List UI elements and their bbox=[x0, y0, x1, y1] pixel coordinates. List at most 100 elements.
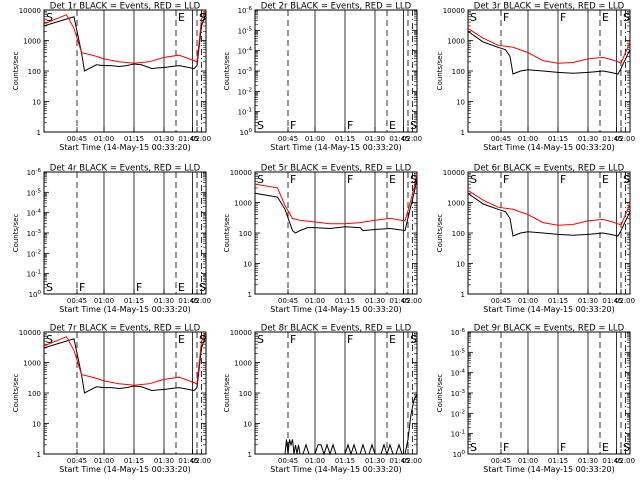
detector-panel-5: Det 5r BLACK = Events, RED = LLD 1 10 100 10… bbox=[223, 164, 422, 315]
x-tick-label: 00:45 bbox=[491, 457, 511, 465]
segment-marker-s: S bbox=[46, 333, 53, 346]
y-tick-label: 1 bbox=[461, 129, 465, 137]
lld-series-line bbox=[467, 27, 631, 64]
segment-marker-s: S bbox=[257, 173, 264, 186]
y-tick-label: 10-2 bbox=[27, 249, 41, 258]
segment-marker-e: E bbox=[602, 173, 609, 186]
y-axis-label: Counts/sec bbox=[12, 52, 20, 91]
segment-marker-s: S bbox=[623, 441, 630, 454]
y-tick-label: 1 bbox=[37, 129, 41, 137]
lld-series-line bbox=[254, 173, 418, 225]
y-tick-label: 10-6 bbox=[27, 168, 42, 177]
segment-marker-s: S bbox=[199, 281, 206, 294]
x-tick-label: 01:30 bbox=[578, 135, 598, 143]
y-tick-label: 10-4 bbox=[451, 369, 466, 378]
x-tick-label: 02:00 bbox=[615, 457, 635, 465]
x-tick-label: 01:45 bbox=[389, 297, 409, 305]
x-tick-label: 01:15 bbox=[335, 457, 355, 465]
y-tick-label: 10-5 bbox=[238, 26, 253, 35]
y-axis-label: Counts/sec bbox=[223, 52, 231, 91]
segment-marker-s: S bbox=[46, 11, 53, 24]
segment-marker-f: F bbox=[347, 173, 353, 186]
segment-marker-s: S bbox=[623, 11, 630, 24]
x-axis-label: Start Time (14-May-15 00:33:20) bbox=[483, 143, 614, 152]
panel-title: Det 2r BLACK = Events, RED = LLD bbox=[261, 2, 412, 12]
x-tick-label: 01:15 bbox=[548, 135, 568, 143]
y-tick-label: 10-3 bbox=[238, 67, 253, 76]
y-tick-label: 100 bbox=[29, 290, 42, 299]
detector-panel-4: Det 4r BLACK = Events, RED = LLD 100 10-1 1… bbox=[12, 164, 211, 315]
y-tick-label: 100 bbox=[239, 390, 252, 398]
y-tick-label: 10000 bbox=[230, 169, 252, 177]
x-tick-label: 01:00 bbox=[305, 135, 325, 143]
panel-title: Det 6r BLACK = Events, RED = LLD bbox=[474, 164, 625, 174]
y-tick-label: 10-1 bbox=[238, 108, 252, 117]
y-tick-label: 10-2 bbox=[238, 87, 252, 96]
lld-series-line bbox=[43, 9, 207, 64]
y-tick-label: 100 bbox=[28, 68, 41, 76]
y-tick-label: 100 bbox=[239, 230, 252, 238]
plot-frame bbox=[43, 331, 207, 455]
segment-marker-s: S bbox=[46, 281, 53, 294]
x-tick-label: 01:30 bbox=[578, 297, 598, 305]
segment-marker-e: E bbox=[602, 441, 609, 454]
x-tick-label: 00:45 bbox=[67, 297, 87, 305]
segment-marker-s: S bbox=[623, 173, 630, 186]
y-tick-label: 10-3 bbox=[27, 229, 42, 238]
y-tick-label: 10-1 bbox=[451, 430, 465, 439]
events-series-line bbox=[254, 178, 418, 234]
x-tick-label: 01:00 bbox=[518, 135, 538, 143]
segment-marker-e: E bbox=[178, 281, 185, 294]
events-series-line bbox=[467, 30, 631, 75]
x-tick-label: 01:30 bbox=[365, 457, 385, 465]
panel-title: Det 3r BLACK = Events, RED = LLD bbox=[474, 2, 625, 12]
x-tick-label: 01:15 bbox=[124, 135, 144, 143]
plot-frame bbox=[254, 331, 418, 455]
x-tick-label: 00:45 bbox=[491, 297, 511, 305]
x-tick-label: 02:00 bbox=[191, 457, 211, 465]
panel-title: Det 8r BLACK = Events, RED = LLD bbox=[261, 324, 412, 334]
segment-marker-s: S bbox=[199, 333, 206, 346]
x-tick-label: 01:45 bbox=[602, 135, 622, 143]
y-tick-label: 10 bbox=[32, 99, 41, 107]
segment-marker-e: E bbox=[178, 11, 185, 24]
x-tick-label: 01:30 bbox=[154, 297, 174, 305]
x-tick-label: 00:45 bbox=[278, 457, 298, 465]
segment-marker-f: F bbox=[503, 441, 509, 454]
x-tick-label: 00:45 bbox=[67, 135, 87, 143]
y-tick-label: 100 bbox=[453, 450, 466, 459]
y-tick-label: 10-5 bbox=[27, 188, 42, 197]
lld-series-line bbox=[43, 331, 207, 386]
x-tick-label: 02:00 bbox=[191, 135, 211, 143]
detector-panel-8: Det 8r BLACK = Events, RED = LLD 1 10 100 10… bbox=[223, 324, 422, 475]
y-tick-label: 10 bbox=[456, 261, 465, 269]
y-axis-label: Counts/sec bbox=[436, 374, 444, 413]
x-axis-label: Start Time (14-May-15 00:33:20) bbox=[483, 305, 614, 314]
panel-title: Det 5r BLACK = Events, RED = LLD bbox=[261, 164, 412, 174]
segment-marker-s: S bbox=[199, 11, 206, 24]
x-tick-label: 01:00 bbox=[305, 457, 325, 465]
x-tick-label: 01:00 bbox=[94, 457, 114, 465]
plot-frame bbox=[254, 9, 418, 133]
panel-title: Det 9r BLACK = Events, RED = LLD bbox=[474, 324, 625, 334]
x-tick-label: 02:00 bbox=[191, 297, 211, 305]
segment-marker-f: F bbox=[347, 119, 353, 132]
detector-panel-6: Det 6r BLACK = Events, RED = LLD 1 10 100 10… bbox=[436, 164, 635, 315]
detector-panel-3: Det 3r BLACK = Events, RED = LLD 1 10 100 10… bbox=[436, 2, 635, 153]
x-tick-label: 01:45 bbox=[389, 457, 409, 465]
segment-marker-f: F bbox=[136, 281, 142, 294]
y-tick-label: 1000 bbox=[447, 200, 465, 208]
lld-series-line bbox=[467, 189, 631, 226]
x-tick-label: 02:00 bbox=[402, 135, 422, 143]
y-tick-label: 10-4 bbox=[238, 47, 253, 56]
y-axis-label: Counts/sec bbox=[436, 52, 444, 91]
segment-marker-e: E bbox=[389, 333, 396, 346]
x-tick-label: 01:15 bbox=[548, 457, 568, 465]
y-tick-label: 10-6 bbox=[238, 6, 253, 15]
x-tick-label: 01:15 bbox=[124, 297, 144, 305]
x-tick-label: 01:15 bbox=[548, 297, 568, 305]
y-tick-label: 10-1 bbox=[27, 270, 41, 279]
x-tick-label: 01:45 bbox=[178, 297, 198, 305]
y-tick-label: 10000 bbox=[443, 169, 465, 177]
x-tick-label: 01:00 bbox=[305, 297, 325, 305]
